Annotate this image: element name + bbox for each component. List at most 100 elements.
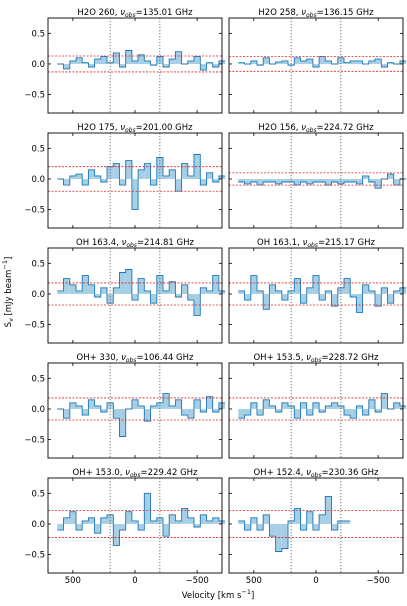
spectrum-bar bbox=[250, 60, 257, 64]
spectrum-bar bbox=[144, 493, 151, 524]
spectrum-bar bbox=[206, 62, 213, 64]
panel-title: OH+ 330, νobs=106.44 GHz bbox=[77, 353, 194, 364]
spectrum-bar bbox=[350, 409, 357, 419]
spectrum-bar bbox=[200, 179, 207, 186]
spectrum-bar bbox=[125, 160, 132, 179]
spectrum-bar bbox=[362, 409, 369, 416]
y-tick-label: 0.0 bbox=[31, 520, 45, 530]
spectrum-bar bbox=[319, 294, 326, 301]
spectrum-bar bbox=[82, 62, 89, 64]
spectrum-bar bbox=[119, 64, 126, 68]
spectrum-bar bbox=[69, 511, 76, 524]
spectrum-line bbox=[57, 154, 226, 211]
x-tick-label: −500 bbox=[366, 576, 389, 586]
spectrum-bar bbox=[212, 275, 219, 294]
spectrum-bar bbox=[131, 179, 139, 210]
spectrum-bar bbox=[325, 179, 332, 186]
spectrum-bar bbox=[393, 290, 400, 294]
spectrum-bar bbox=[356, 294, 363, 313]
spectrum-bar bbox=[94, 175, 101, 179]
spectrum-bar bbox=[156, 157, 163, 179]
spectrum-bar bbox=[150, 405, 157, 409]
spectrum-bar bbox=[82, 179, 89, 186]
spectrum-bar bbox=[200, 64, 207, 71]
spectrum-bar bbox=[138, 278, 145, 294]
spectrum-bar bbox=[212, 64, 219, 68]
spectrum-bar bbox=[344, 520, 351, 524]
spectrum-bar bbox=[244, 524, 251, 531]
spectrum-bar bbox=[312, 179, 320, 183]
spectrum-bar bbox=[319, 179, 326, 183]
spectrum-bar bbox=[200, 514, 207, 524]
spectrum-bar bbox=[144, 409, 151, 422]
spectrum-bar bbox=[312, 402, 320, 409]
spectrum-bar bbox=[250, 179, 257, 183]
spectrum-line bbox=[238, 173, 407, 189]
spectrum-bar bbox=[169, 169, 176, 179]
spectrum-bar bbox=[331, 179, 338, 183]
panel: OH+ 152.4, νobs=230.36 GHz 500 0 −500 bbox=[228, 468, 404, 586]
spectrum-bar bbox=[63, 278, 70, 294]
spectrum-bar bbox=[238, 62, 245, 64]
spectrum-bar bbox=[281, 402, 288, 409]
spectrum-bar bbox=[269, 284, 276, 294]
spectrum-bar bbox=[250, 517, 257, 524]
spectrum-bar bbox=[125, 511, 132, 524]
spectrum-bar bbox=[100, 179, 107, 183]
spectrum-bar bbox=[306, 409, 313, 416]
spectrum-bar bbox=[131, 520, 139, 524]
spectrum-bar bbox=[206, 290, 213, 294]
spectrum-bar bbox=[375, 294, 382, 307]
spectrum-bar bbox=[206, 520, 213, 524]
spectrum-bar bbox=[294, 409, 301, 419]
panel-title: H2O 175, νobs=201.00 GHz bbox=[77, 123, 193, 134]
spectrum-bar bbox=[69, 402, 76, 409]
spectrum-bar bbox=[306, 511, 313, 524]
spectrum-bar bbox=[344, 278, 351, 294]
spectrum-bar bbox=[294, 278, 301, 294]
spectrum-bar bbox=[138, 54, 145, 64]
y-tick-label: 0.5 bbox=[31, 144, 45, 154]
spectrum-bar bbox=[212, 517, 219, 524]
spectrum-bar bbox=[187, 517, 194, 524]
spectrum-line bbox=[57, 492, 226, 546]
spectrum-bar bbox=[194, 294, 201, 316]
spectrum-bar bbox=[263, 514, 270, 524]
spectrum-bar bbox=[100, 517, 107, 524]
spectrum-bar bbox=[200, 409, 207, 413]
x-tick-label: 0 bbox=[132, 576, 137, 586]
spectrum-bar bbox=[107, 294, 114, 304]
spectrum-bar bbox=[325, 60, 332, 64]
spectrum-bar bbox=[144, 163, 151, 179]
spectrum-bar bbox=[387, 294, 394, 304]
spectrum-bar bbox=[194, 154, 201, 179]
spectrum-bar bbox=[269, 524, 276, 537]
spectrum-bar bbox=[181, 163, 188, 179]
spectrum-bar bbox=[244, 409, 251, 416]
spectrum-bar bbox=[381, 287, 388, 294]
spectrum-bar bbox=[150, 294, 157, 304]
spectrum-bar bbox=[288, 520, 295, 524]
spectrum-bar bbox=[300, 294, 307, 304]
spectrum-bar bbox=[187, 175, 194, 179]
spectrum-bar bbox=[375, 179, 382, 189]
spectrum-bar bbox=[119, 524, 126, 531]
spectrum-bar bbox=[194, 56, 201, 64]
panel-frame bbox=[47, 362, 223, 459]
spectrum-bar bbox=[94, 294, 101, 298]
y-tick-label: 0.5 bbox=[31, 489, 45, 499]
spectrum-bar bbox=[100, 409, 107, 413]
spectrum-bar bbox=[300, 179, 307, 183]
spectrum-bar bbox=[113, 52, 120, 64]
spectrum-bar bbox=[144, 60, 151, 64]
spectrum-bar bbox=[381, 64, 388, 68]
spectrum-bar bbox=[76, 57, 83, 64]
spectrum-bar bbox=[76, 405, 83, 409]
spectrum-bar bbox=[69, 175, 76, 179]
spectrum-bar bbox=[206, 172, 213, 179]
spectrum-bar bbox=[250, 275, 257, 294]
spectrum-bar bbox=[250, 402, 257, 409]
spectrum-bar bbox=[263, 179, 270, 183]
spectrum-bar bbox=[306, 287, 313, 294]
spectrum-bar bbox=[331, 524, 338, 531]
